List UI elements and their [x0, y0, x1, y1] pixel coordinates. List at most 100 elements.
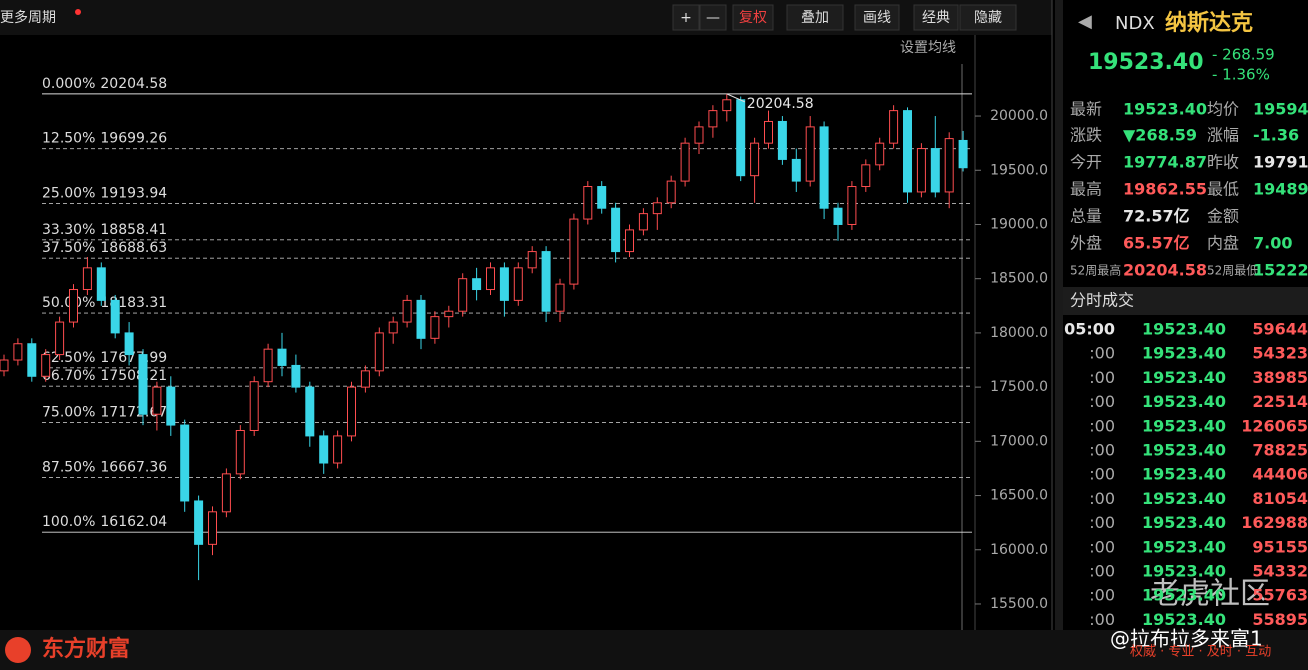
candle-body: [555, 283, 565, 312]
trades-title: 分时成交: [1070, 291, 1134, 310]
toolbar-label: +: [680, 10, 692, 26]
toolbar-label: 画线: [863, 10, 891, 26]
trade-time: :00: [1089, 368, 1115, 387]
logo-icon: [5, 637, 31, 663]
y-tick-label: 18000.0: [990, 325, 1048, 341]
field-value: 65.57亿: [1123, 234, 1190, 253]
trade-price: 19523.40: [1142, 513, 1226, 532]
field-value: ▼268.59: [1123, 126, 1197, 145]
candle-body: [110, 299, 120, 334]
ma-setting[interactable]: 设置均线: [900, 40, 956, 56]
candle-body: [861, 164, 871, 188]
candle-body: [249, 381, 259, 431]
candle-body: [833, 207, 843, 225]
candle-body: [944, 138, 954, 193]
field-value: 19791.9: [1253, 153, 1308, 172]
trade-time: :00: [1089, 610, 1115, 629]
fib-value: 16667.36: [100, 459, 167, 475]
trade-price: 19523.40: [1142, 562, 1226, 581]
candle-body: [708, 110, 718, 128]
candle-body: [166, 386, 176, 426]
field-value: 7.00: [1253, 234, 1292, 253]
candle-body: [277, 348, 287, 366]
candle-body: [69, 289, 78, 323]
candle-body: [777, 120, 787, 160]
toolbar-button[interactable]: [854, 4, 900, 31]
trade-time: :00: [1089, 441, 1115, 460]
fib-ratio: 0.000%: [42, 76, 95, 92]
candle-body: [430, 316, 440, 339]
fib-value: 20204.58: [100, 76, 167, 92]
candle-body: [55, 321, 65, 356]
candle-body: [27, 343, 37, 377]
trade-time: 05:00: [1064, 320, 1115, 339]
trade-time: :00: [1089, 562, 1115, 581]
field-label: 52周最低: [1207, 264, 1258, 278]
fib-label: 12.50% 19699.26: [42, 131, 167, 147]
trade-time: :00: [1089, 416, 1115, 435]
field-label: 涨跌: [1070, 126, 1102, 145]
change: - 268.59: [1212, 46, 1275, 64]
toolbar-button[interactable]: [672, 4, 700, 31]
candle-body: [916, 148, 926, 193]
toolbar-label: 叠加: [801, 10, 829, 26]
candle-body: [583, 186, 593, 220]
candle-body: [541, 251, 551, 312]
name: 纳斯达克: [1165, 10, 1253, 36]
candle-body: [416, 299, 426, 339]
candle-body: [666, 180, 676, 204]
toolbar-button[interactable]: [913, 4, 959, 31]
fib-label: 0.000% 20204.58: [42, 76, 167, 92]
field-value: 20204.58: [1123, 261, 1207, 280]
field-label: 内盘: [1207, 234, 1239, 253]
trade-price: 19523.40: [1142, 465, 1226, 484]
field-label: 今开: [1070, 153, 1102, 172]
trade-price: 19523.40: [1142, 610, 1226, 629]
candle-body: [819, 126, 829, 209]
field-label: 涨幅: [1207, 126, 1239, 145]
back-arrow[interactable]: ◀: [1078, 11, 1092, 32]
field-label: 总量: [1070, 207, 1102, 226]
field-label: 均价: [1207, 100, 1239, 119]
field-value: 19489.2: [1253, 180, 1308, 199]
fib-ratio: 37.50%: [42, 240, 95, 256]
candle-body: [388, 321, 398, 334]
trade-price: 19523.40: [1142, 320, 1226, 339]
toolbar-button[interactable]: [959, 4, 1017, 31]
toolbar-button[interactable]: [732, 4, 774, 31]
price: 19523.40: [1088, 50, 1204, 75]
trade-price: 19523.40: [1142, 344, 1226, 363]
toolbar-button[interactable]: [786, 4, 844, 31]
peak-label: 20204.58: [747, 96, 814, 112]
fib-ratio: 100.0%: [42, 514, 95, 530]
trade-time: :00: [1089, 465, 1115, 484]
y-tick-label: 20000.0: [990, 108, 1048, 124]
code: NDX: [1115, 13, 1155, 34]
trade-price: 19523.40: [1142, 441, 1226, 460]
trade-time: :00: [1089, 513, 1115, 532]
trade-volume: 54332: [1252, 562, 1308, 581]
trade-time: :00: [1089, 489, 1115, 508]
candle-body: [569, 218, 579, 285]
field-label: 外盘: [1070, 234, 1102, 253]
toolbar-button[interactable]: [699, 4, 727, 31]
candle-body: [333, 435, 343, 464]
trade-price: 19523.40: [1142, 537, 1226, 556]
fib-value: 18183.31: [100, 295, 167, 311]
period-menu[interactable]: 更多周期: [0, 9, 56, 26]
candle-body: [82, 267, 92, 291]
fib-label: 75.00% 17172.67: [42, 405, 167, 421]
trade-volume: 59644: [1252, 320, 1308, 339]
trade-volume: 162988: [1241, 513, 1308, 532]
candle-body: [903, 110, 912, 193]
candle-body: [680, 142, 690, 182]
fib-ratio: 50.00%: [42, 295, 95, 311]
candle-body: [180, 424, 190, 502]
candle-body: [444, 310, 454, 318]
candle-body: [958, 139, 968, 169]
field-label: 最低: [1207, 180, 1239, 199]
candle-body: [124, 332, 134, 356]
y-tick-label: 16000.0: [990, 542, 1048, 558]
field-value: 19862.55: [1123, 180, 1207, 199]
